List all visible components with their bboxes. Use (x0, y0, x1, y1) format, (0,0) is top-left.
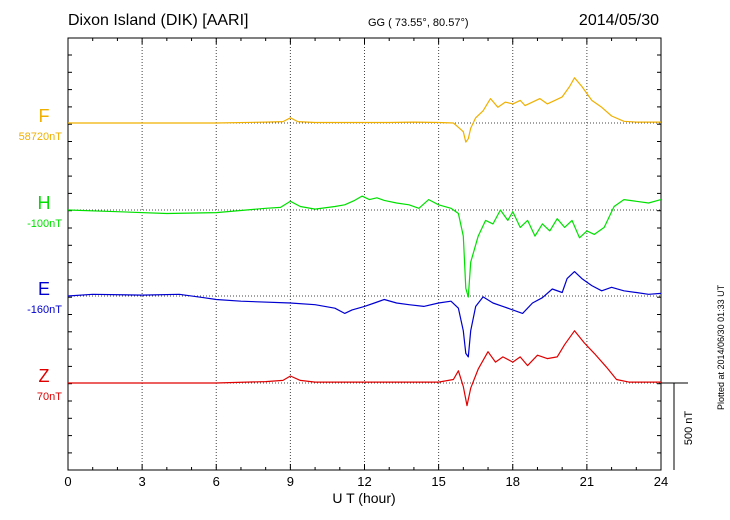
series-layer (67, 77, 662, 407)
series-labels: F 58720nT H -100nT E -160nT Z 70nT (19, 106, 63, 403)
x-tick-label: 9 (287, 474, 294, 489)
x-axis-ticks: 0 3 6 9 12 15 18 21 24 (64, 38, 668, 489)
series-name-f: F (39, 106, 50, 126)
series-name-e: E (38, 279, 50, 299)
scale-bar-label: 500 nT (683, 411, 695, 446)
chart-date: 2014/05/30 (578, 12, 659, 29)
series-name-h: H (38, 193, 51, 213)
series-line-e (67, 271, 662, 358)
series-line-z (68, 330, 661, 407)
x-tick-label: 3 (139, 474, 146, 489)
plotted-timestamp: Plotted at 2014/06/30 01:33 UT (716, 284, 726, 410)
series-baseline-z: 70nT (37, 391, 62, 403)
series-baseline-e: -160nT (27, 304, 62, 316)
scale-bar: 500 nT (661, 382, 695, 470)
grid-layer (68, 38, 661, 470)
x-axis-label: U T (hour) (332, 490, 395, 506)
x-tick-label: 0 (64, 474, 71, 489)
series-line-h (67, 195, 662, 298)
geographic-coordinates: GG ( 73.55°, 80.57°) (368, 17, 469, 29)
x-tick-label: 6 (213, 474, 220, 489)
series-line-f (68, 77, 661, 143)
series-name-z: Z (39, 366, 50, 386)
x-tick-label: 18 (506, 474, 520, 489)
x-tick-label: 15 (431, 474, 445, 489)
series-baseline-h: -100nT (27, 218, 62, 230)
x-tick-label: 24 (654, 474, 668, 489)
x-tick-label: 12 (357, 474, 371, 489)
chart-title: Dixon Island (DIK) [AARI] (68, 12, 249, 29)
x-tick-label: 21 (580, 474, 594, 489)
series-baseline-f: 58720nT (19, 131, 63, 143)
